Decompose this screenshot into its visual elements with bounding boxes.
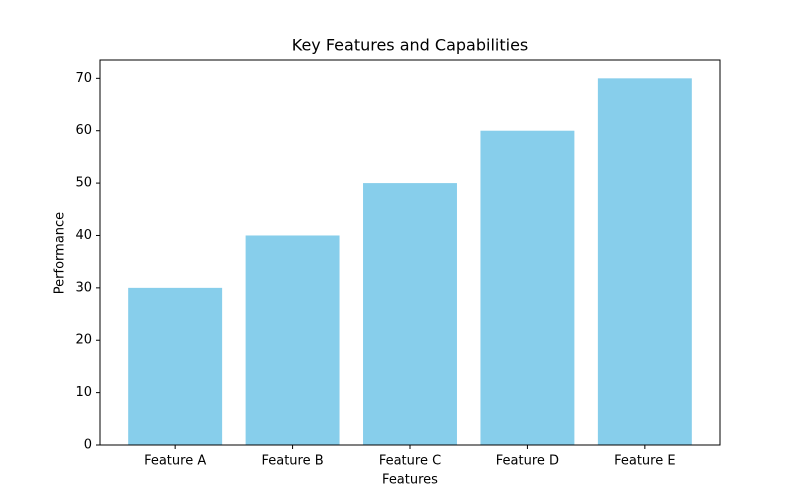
x-tick-label: Feature C <box>379 454 441 469</box>
chart-title: Key Features and Capabilities <box>292 36 529 55</box>
y-tick-label: 70 <box>75 71 92 86</box>
y-tick-label: 50 <box>75 176 92 191</box>
x-tick-label: Feature D <box>496 454 559 469</box>
bar <box>597 78 692 445</box>
x-axis-label: Features <box>382 473 438 488</box>
y-tick-label: 0 <box>84 438 92 453</box>
x-tick-label: Feature A <box>144 454 206 469</box>
y-tick-label: 40 <box>75 228 92 243</box>
y-axis-label: Performance <box>53 212 68 294</box>
x-tick-label: Feature B <box>261 454 323 469</box>
bar <box>128 287 223 445</box>
y-tick-label: 20 <box>75 333 92 348</box>
bar <box>363 183 457 445</box>
bar <box>245 235 340 445</box>
plot-frame <box>99 59 721 446</box>
y-tick-label: 60 <box>75 123 92 138</box>
y-tick-label: 10 <box>75 385 92 400</box>
bar <box>480 130 575 445</box>
x-tick-label: Feature E <box>614 454 675 469</box>
y-tick-label: 30 <box>75 280 92 295</box>
